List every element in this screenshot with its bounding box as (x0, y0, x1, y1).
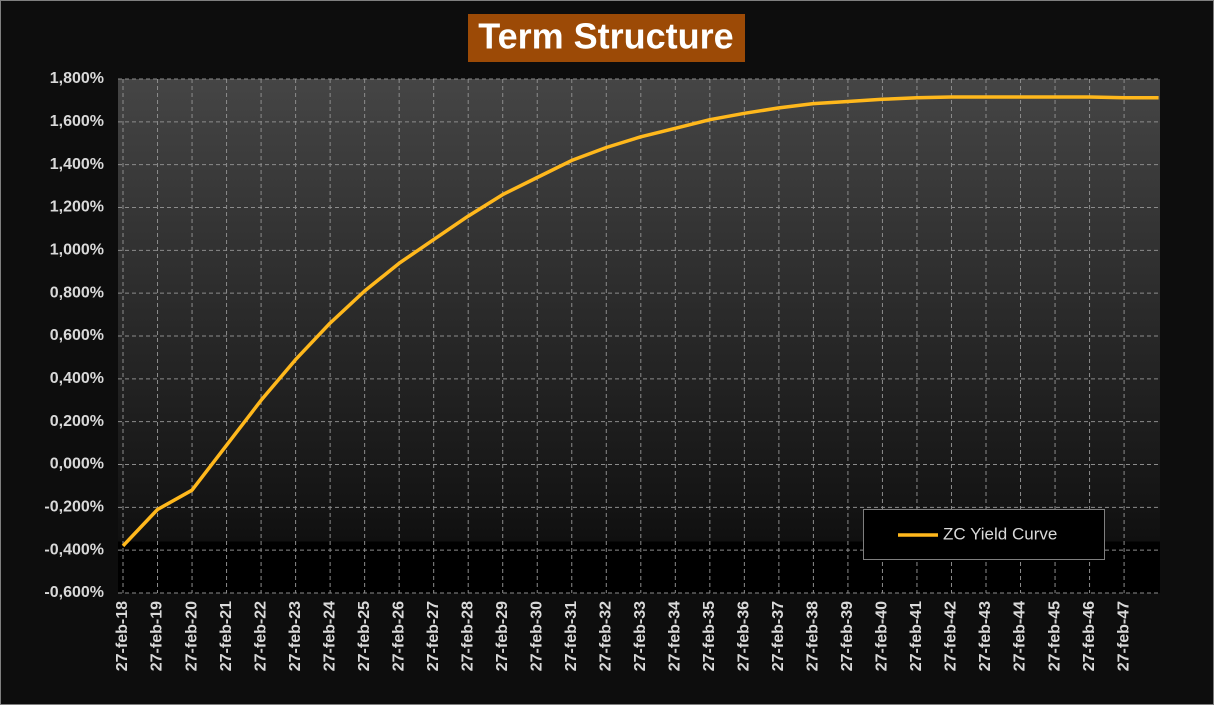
x-tick-label: 27-feb-42 (943, 601, 960, 671)
x-tick-label: 27-feb-35 (701, 601, 718, 671)
x-tick-label: 27-feb-25 (356, 601, 373, 671)
x-tick-label: 27-feb-24 (321, 601, 338, 671)
y-tick-label: 0,200% (50, 413, 104, 430)
x-tick-label: 27-feb-34 (667, 601, 684, 671)
x-tick-label: 27-feb-37 (770, 601, 787, 671)
x-tick-label: 27-feb-41 (908, 601, 925, 671)
x-tick-label: 27-feb-27 (425, 601, 442, 671)
x-tick-label: 27-feb-31 (563, 601, 580, 671)
x-tick-label: 27-feb-46 (1081, 601, 1098, 671)
chart-title: Term Structure (478, 16, 733, 57)
y-tick-label: 1,200% (50, 199, 104, 216)
y-tick-label: 1,400% (50, 156, 104, 173)
x-tick-label: 27-feb-18 (114, 601, 131, 671)
grid (118, 78, 1160, 594)
x-tick-label: 27-feb-44 (1012, 601, 1029, 671)
x-tick-label: 27-feb-33 (632, 601, 649, 671)
y-tick-label: -0,600% (44, 584, 104, 601)
x-tick-label: 27-feb-36 (736, 601, 753, 671)
x-tick-label: 27-feb-19 (149, 601, 166, 671)
x-tick-label: 27-feb-43 (977, 601, 994, 671)
x-tick-label: 27-feb-21 (218, 601, 235, 671)
y-tick-label: -0,400% (44, 541, 104, 558)
y-tick-label: 0,400% (50, 370, 104, 387)
title-box (468, 14, 745, 62)
x-tick-label: 27-feb-29 (494, 601, 511, 671)
x-tick-label: 27-feb-23 (287, 601, 304, 671)
x-tick-label: 27-feb-26 (390, 601, 407, 671)
x-tick-label: 27-feb-28 (459, 601, 476, 671)
series-line (121, 95, 1159, 548)
x-tick-label: 27-feb-32 (597, 601, 614, 671)
y-tick-label: 1,800% (50, 70, 104, 87)
x-tick-label: 27-feb-38 (805, 601, 822, 671)
x-tick-label: 27-feb-30 (528, 601, 545, 671)
x-tick-label: 27-feb-39 (839, 601, 856, 671)
y-tick-label: 0,000% (50, 456, 104, 473)
y-tick-label: 0,600% (50, 327, 104, 344)
marks (121, 95, 1159, 548)
x-tick-label: 27-feb-20 (183, 601, 200, 671)
x-tick-label: 27-feb-45 (1046, 601, 1063, 671)
y-tick-label: -0,200% (44, 499, 104, 516)
y-tick-label: 1,600% (50, 113, 104, 130)
x-tick-label: 27-feb-47 (1115, 601, 1132, 671)
legend-label: ZC Yield Curve (943, 524, 1057, 543)
x-tick-label: 27-feb-40 (874, 601, 891, 671)
y-tick-label: 1,000% (50, 242, 104, 259)
x-tick-label: 27-feb-22 (252, 601, 269, 671)
y-tick-label: 0,800% (50, 284, 104, 301)
